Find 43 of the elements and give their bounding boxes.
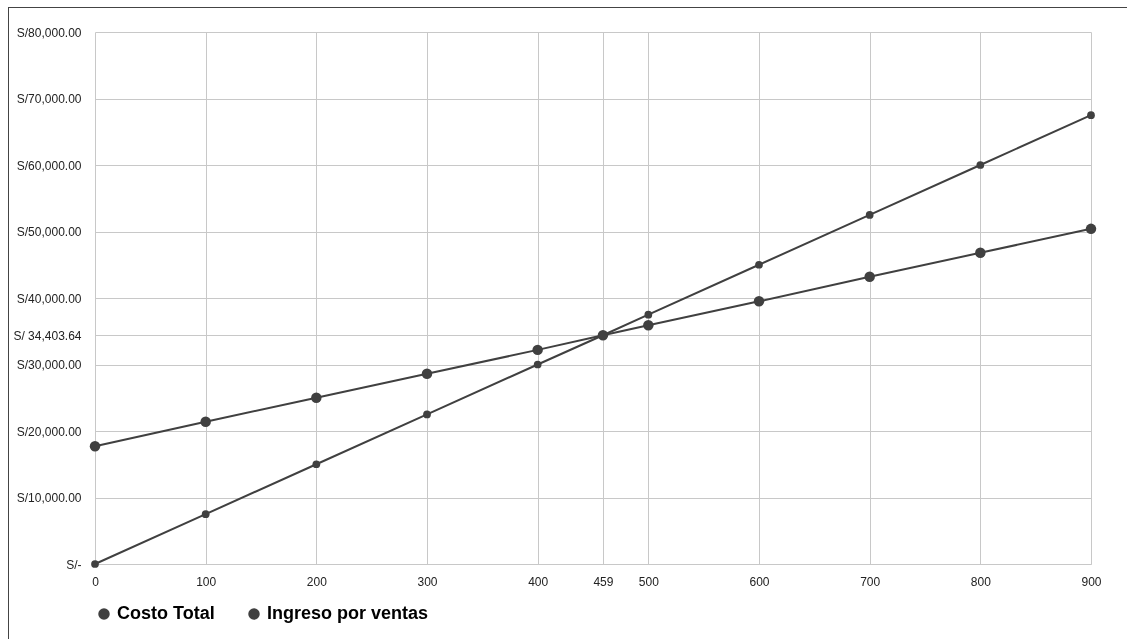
y-tick-label: S/30,000.00 xyxy=(16,358,82,372)
point xyxy=(1087,111,1095,119)
x-tick-label: 300 xyxy=(417,574,438,589)
x-tick-label: 500 xyxy=(638,574,660,589)
x-tick-label: 600 xyxy=(749,574,770,589)
point xyxy=(532,344,543,356)
y-tick-label: S/80,000.00 xyxy=(16,25,82,40)
y-tick-label: S/70,000.00 xyxy=(16,92,82,106)
point xyxy=(423,410,431,419)
y-tick-label: S/ 34,403.64 xyxy=(13,328,82,343)
point xyxy=(864,271,875,282)
y-tick-label: S/40,000.00 xyxy=(16,291,82,306)
legend-label: Costo Total xyxy=(117,603,215,623)
point xyxy=(91,560,99,568)
x-tick-label: 0 xyxy=(92,574,100,589)
point xyxy=(201,510,210,518)
point xyxy=(644,310,653,319)
y-tick-label: S/20,000.00 xyxy=(16,424,82,439)
point xyxy=(533,360,542,369)
y-tick-label: S/60,000.00 xyxy=(16,158,82,173)
point xyxy=(200,416,211,427)
x-tick-label: 100 xyxy=(196,574,217,589)
point xyxy=(421,368,433,380)
point xyxy=(975,247,986,259)
legend-label: Ingreso por ventas xyxy=(267,603,429,623)
point xyxy=(755,260,763,269)
x-tick-label: 200 xyxy=(306,574,328,589)
y-tick-label: S/- xyxy=(66,557,82,572)
x-tick-label: 400 xyxy=(528,574,549,589)
point xyxy=(753,296,765,307)
x-tick-label: 700 xyxy=(860,574,881,589)
point xyxy=(311,392,322,403)
x-tick-label: 459 xyxy=(593,574,614,589)
point xyxy=(312,460,321,469)
point xyxy=(89,441,101,452)
point xyxy=(976,161,985,169)
y-tick-label: S/10,000.00 xyxy=(16,491,82,505)
y-tick-label: S/50,000.00 xyxy=(16,225,82,239)
point xyxy=(643,320,654,331)
point xyxy=(1085,223,1097,235)
x-tick-label: 900 xyxy=(1081,574,1102,589)
point xyxy=(865,211,874,219)
x-tick-label: 800 xyxy=(970,574,992,589)
